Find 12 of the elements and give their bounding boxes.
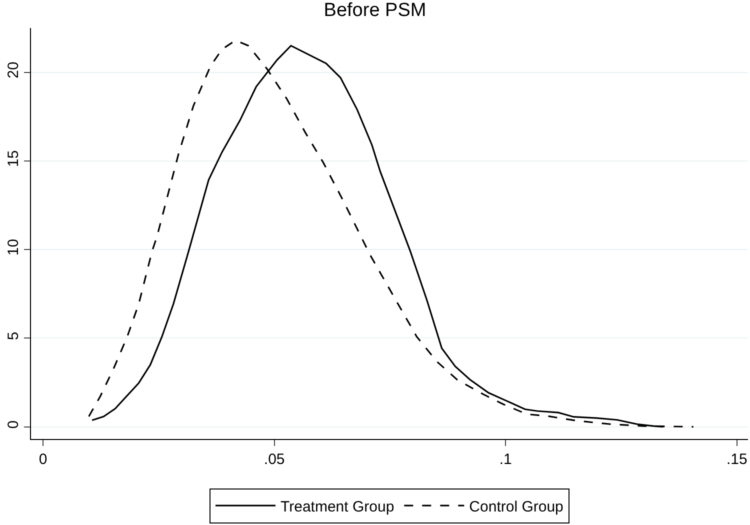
y-tick-label: 20 (5, 62, 22, 78)
chart-title: Before PSM (324, 0, 426, 21)
x-tick-label: .05 (264, 451, 285, 468)
legend-label: Control Group (469, 498, 564, 516)
legend-label: Treatment Group (280, 498, 394, 516)
y-tick-label: 15 (5, 150, 22, 168)
x-tick-label: .15 (726, 451, 748, 468)
y-tick-label: 10 (5, 238, 22, 256)
x-tick-label: .1 (499, 451, 512, 468)
x-tick-label: 0 (38, 451, 48, 468)
y-tick-label: 5 (5, 332, 22, 340)
y-tick-label: 0 (5, 420, 22, 429)
